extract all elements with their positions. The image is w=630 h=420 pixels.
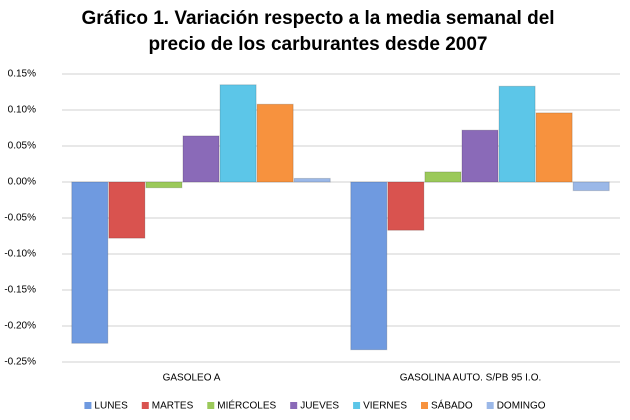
bar: [461, 129, 499, 183]
legend-swatch: [486, 402, 494, 409]
bar: [71, 181, 109, 344]
bar: [293, 177, 331, 183]
bar: [350, 181, 388, 351]
bar: [219, 84, 257, 183]
legend-swatch: [290, 402, 298, 409]
y-tick-label: 0.15%: [8, 69, 36, 80]
bar: [498, 85, 536, 183]
legend-label: SÁBADO: [431, 399, 473, 412]
y-tick-label: 0.10%: [8, 105, 36, 116]
legend-label: DOMINGO: [497, 401, 546, 412]
y-tick-label: 0.05%: [8, 141, 36, 152]
x-tick-label: GASOLEO A: [163, 373, 221, 384]
legend-label: LUNES: [94, 401, 128, 412]
legend-label: MARTES: [152, 401, 194, 412]
y-tick-label: -0.25%: [4, 357, 36, 368]
bar: [145, 181, 183, 189]
bar: [535, 112, 573, 183]
chart-title: Gráfico 1. Variación respecto a la media…: [81, 8, 554, 29]
bar: [424, 171, 462, 183]
legend-swatch: [353, 402, 361, 409]
chart-title: precio de los carburantes desde 2007: [149, 34, 488, 55]
bar: [182, 135, 220, 183]
legend-swatch: [421, 402, 428, 409]
legend-label: JUEVES: [300, 401, 339, 412]
legend-swatch: [207, 402, 215, 409]
y-tick-label: -0.05%: [4, 213, 36, 224]
legend-swatch: [141, 402, 149, 409]
bar: [108, 181, 146, 239]
bar: [572, 181, 610, 192]
x-tick-label: GASOLINA AUTO. S/PB 95 I.O.: [400, 373, 542, 384]
legend-swatch: [84, 402, 92, 409]
y-tick-label: -0.15%: [4, 285, 36, 296]
y-tick-label: -0.20%: [4, 321, 36, 332]
y-tick-label: -0.10%: [4, 249, 36, 260]
bar: [256, 103, 294, 183]
legend-label: MIÉRCOLES: [217, 399, 276, 412]
y-tick-label: 0.00%: [8, 177, 36, 188]
bar: [387, 181, 425, 231]
legend-label: VIERNES: [363, 401, 407, 412]
